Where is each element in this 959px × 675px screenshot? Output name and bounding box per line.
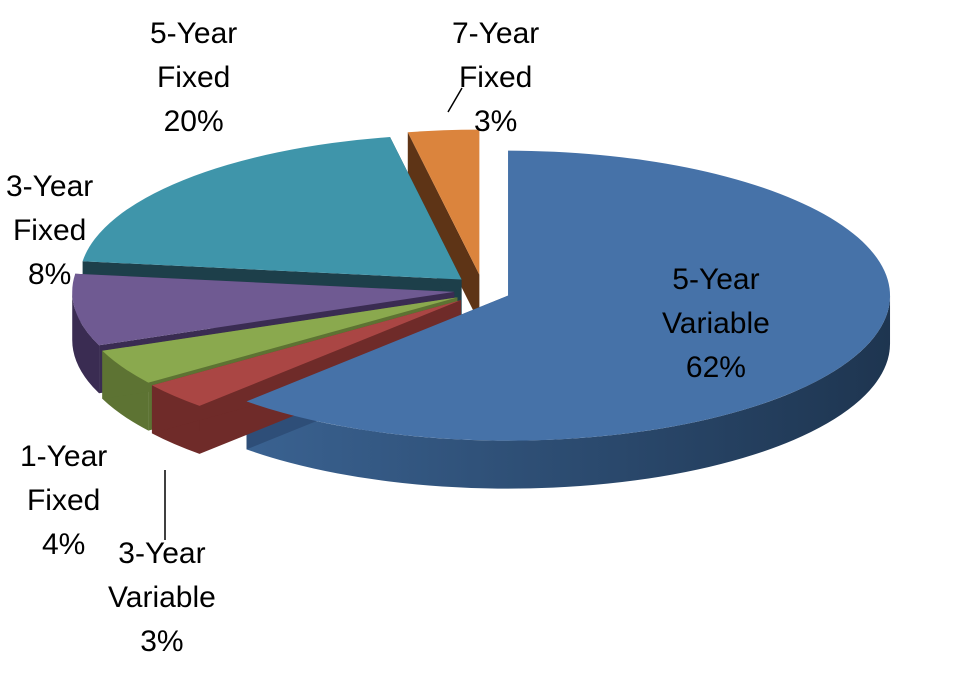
slice-top-3-year-fixed-8pct bbox=[72, 273, 455, 346]
slice-top-3-year-variable-3pct bbox=[151, 300, 461, 406]
slice-top-1-year-fixed-4pct bbox=[102, 297, 458, 383]
slice-side-5-year-variable-62pct bbox=[246, 295, 891, 489]
slice-cut-start-7-year-fixed-3pct bbox=[407, 132, 480, 323]
slice-top-5-year-fixed-20pct bbox=[82, 137, 462, 280]
slice-label-3-year-variable: 3-Year Variable 3% bbox=[108, 537, 216, 658]
slice-label-7-year-fixed: 7-Year Fixed 3% bbox=[452, 17, 540, 138]
slice-label-1-year-fixed: 1-Year Fixed 4% bbox=[20, 440, 108, 561]
slice-label-5-year-fixed: 5-Year Fixed 20% bbox=[150, 17, 238, 138]
slice-cut-end-3-year-variable-3pct bbox=[151, 300, 461, 434]
slice-top-5-year-variable-62pct bbox=[246, 150, 891, 441]
leader-line-7-year-fixed bbox=[447, 87, 463, 113]
slice-top-7-year-fixed-3pct bbox=[407, 129, 480, 275]
slice-label-3-year-fixed: 3-Year Fixed 8% bbox=[6, 170, 94, 291]
slice-side-3-year-fixed-8pct bbox=[72, 291, 100, 394]
slice-label-5-year-variable: 5-Year Variable 62% bbox=[662, 263, 770, 384]
slice-cut-end-1-year-fixed-4pct bbox=[102, 297, 458, 399]
